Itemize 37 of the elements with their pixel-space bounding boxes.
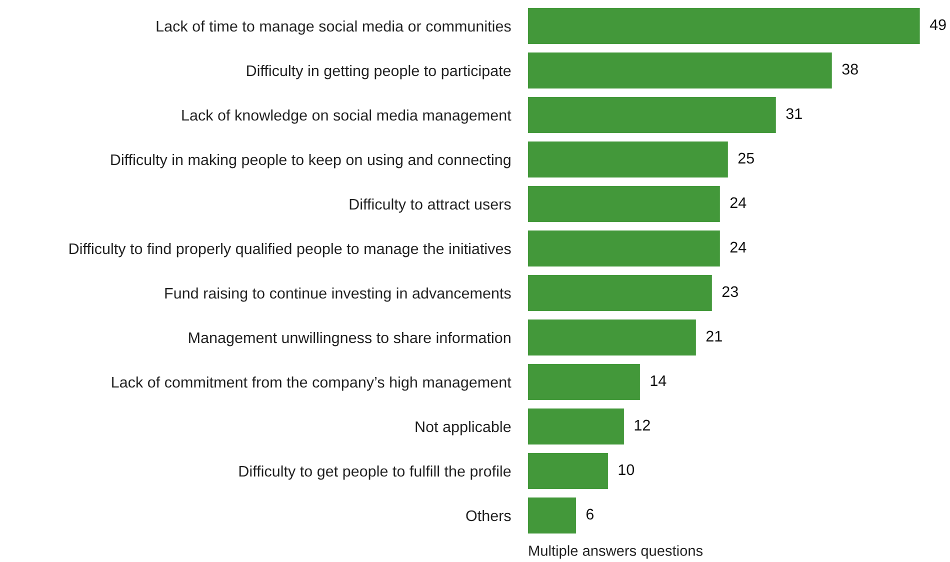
y-tick-label: Lack of commitment from the company’s high management [112, 376, 512, 391]
data-label: 24 [730, 242, 746, 252]
data-label: 31 [786, 108, 802, 120]
y-tick-label: Difficulty to get people to fulfill the profile [239, 465, 511, 480]
bar [528, 96, 776, 134]
y-tick-label: Lack of knowledge on social media management [182, 109, 512, 124]
y-tick-label: Difficulty to attract users [350, 198, 511, 213]
bar [528, 274, 712, 312]
bar [528, 319, 696, 356]
bar [528, 8, 920, 44]
y-tick-label: Difficulty in getting people to participate [247, 64, 511, 80]
bar [528, 364, 640, 400]
data-label: 14 [650, 375, 666, 386]
y-tick-label: Difficulty in making people to keep on using and connecting [111, 154, 510, 168]
bar [528, 52, 832, 89]
y-tick-label: Not applicable [416, 420, 511, 436]
data-label: 38 [842, 64, 858, 75]
data-label: 23 [722, 286, 738, 298]
data-label: 6 [586, 508, 594, 520]
data-label: 49 [930, 19, 946, 30]
data-label: 25 [738, 152, 754, 164]
y-tick-label: Management unwillingness to share information [189, 332, 510, 346]
data-label: 21 [706, 330, 722, 342]
bar [528, 186, 720, 222]
text: Multiple answers questions [529, 545, 703, 559]
y-tick-label: Fund raising to continue investing in advancements [165, 287, 511, 302]
y-tick-label: Difficulty to find properly qualified people to manage the initiatives [70, 242, 511, 258]
bar [528, 408, 624, 445]
y-tick-label: Lack of time to manage social media or communities [156, 20, 511, 35]
data-label: 24 [730, 197, 746, 208]
bar [528, 230, 720, 267]
bar [528, 497, 576, 534]
data-label: 12 [634, 420, 650, 430]
data-label: 10 [618, 464, 634, 476]
bar [528, 452, 608, 490]
bar [528, 141, 728, 178]
y-tick-label: Others [466, 510, 511, 522]
